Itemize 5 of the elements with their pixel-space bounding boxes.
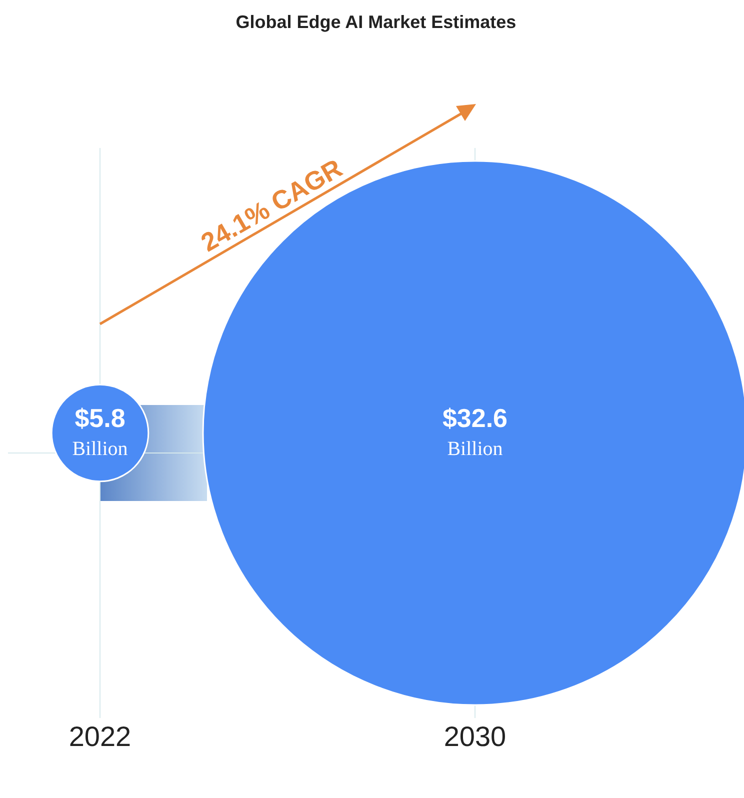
data-label: $5.8 Billion bbox=[72, 403, 128, 460]
data-label: $32.6 Billion bbox=[442, 403, 508, 460]
text: Global Edge AI Market Estimates bbox=[234, 12, 518, 33]
category-label: 2022 bbox=[68, 720, 132, 752]
category-label: 2030 bbox=[444, 720, 506, 752]
